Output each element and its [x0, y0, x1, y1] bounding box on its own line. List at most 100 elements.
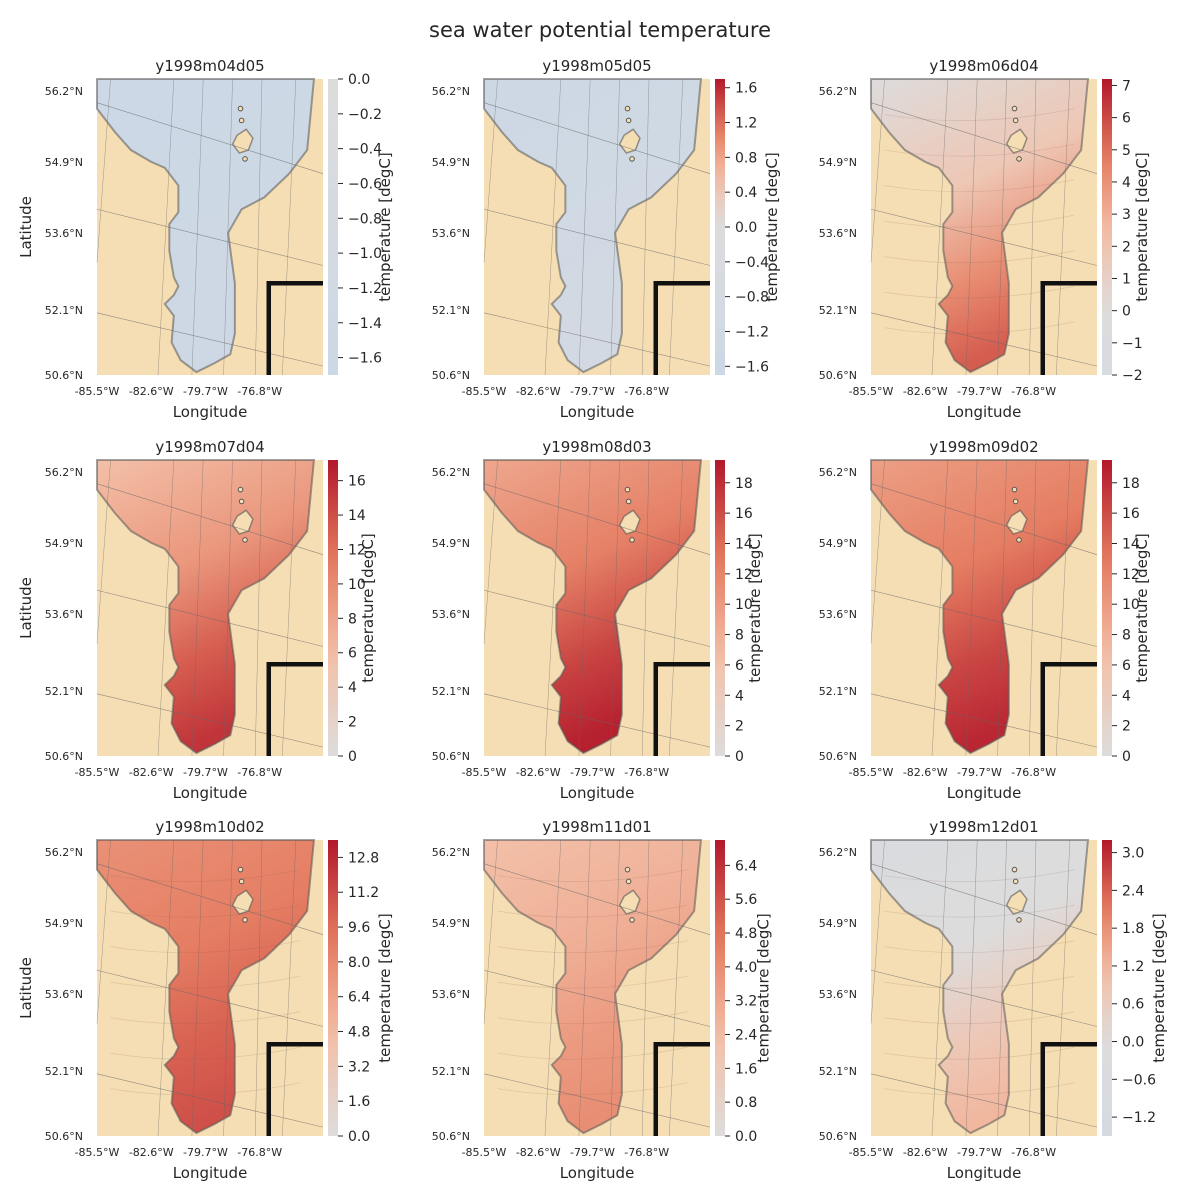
x-tick-label: -76.8°W [1011, 1146, 1056, 1159]
graticule-meridian [641, 459, 650, 757]
colorbar-tick-label: 16 [735, 506, 753, 522]
islet [625, 117, 632, 124]
colorbar-label: temperature [degC] [746, 533, 764, 683]
contour-line [497, 1011, 688, 1025]
y-tick-label: 50.6°N [819, 369, 857, 382]
x-tick-label: -79.7°W [570, 766, 615, 779]
graticule-meridian [965, 839, 978, 1137]
colorbar-tick-label: 14 [348, 508, 366, 524]
graticule-meridian [157, 839, 175, 1137]
colorbar-tick-label: 4 [1122, 688, 1131, 704]
graticule-meridian [544, 78, 562, 376]
panel-title: y1998m10d02 [155, 818, 264, 836]
graticule-parallel [483, 102, 711, 175]
water-temperature-field [483, 78, 703, 374]
colorbar-tick-label: 12 [735, 567, 753, 583]
contour-line [497, 1046, 688, 1060]
colorbar-tick-label: 0 [735, 749, 744, 765]
y-tick-label: 54.9°N [432, 917, 470, 930]
islet [237, 486, 244, 493]
graticule-meridian [1056, 459, 1071, 757]
x-axis-label: Longitude [173, 403, 248, 421]
colorbar-tick-label: 8.0 [348, 955, 370, 971]
graticule-parallel [483, 589, 711, 647]
y-tick-label: 53.6°N [819, 988, 857, 1001]
colorbar-tick-label: 2 [348, 715, 357, 731]
colorbar [715, 840, 725, 1136]
x-tick-label: -85.5°W [462, 385, 507, 398]
colorbar-tick-label: 0.0 [735, 1129, 757, 1145]
y-tick-label: 50.6°N [45, 1130, 83, 1143]
graticule-meridian [254, 78, 263, 376]
islet [629, 156, 635, 162]
y-tick-label: 52.1°N [45, 304, 83, 317]
graticule-meridian [870, 459, 885, 644]
graticule-meridian [483, 839, 498, 1024]
y-tick-label: 52.1°N [819, 304, 857, 317]
x-tick-label: -82.6°W [516, 766, 561, 779]
graticule-meridian [157, 78, 175, 376]
panel-2: y1998m05d05 56.2°N 54.9°N 53.6°N 52.1°N 50.6°… [432, 57, 781, 421]
contour-line [884, 321, 1075, 335]
panel-8: y1998m11d01 56.2°N 54.9°N 53.6°N 52.1°N 50.6°… [432, 818, 773, 1182]
region-box [653, 661, 710, 756]
islet [238, 117, 245, 124]
graticule-meridian [223, 459, 233, 757]
x-axis-label: Longitude [560, 1164, 635, 1182]
colorbar-tick-label: −1 [1122, 336, 1143, 352]
contour-line [884, 975, 1075, 989]
panel-4: y1998m07d04 56.2°N 54.9°N 53.6°N 52.1°N 50.6°… [17, 438, 377, 802]
region-box [1040, 661, 1097, 756]
graticule-parallel [96, 312, 324, 367]
graticule-meridian [191, 459, 204, 757]
colorbar-tick-label: 10 [1122, 597, 1140, 613]
panel-title: y1998m07d04 [155, 438, 264, 456]
colorbar-tick-label: 1.6 [348, 1094, 370, 1110]
y-tick-label: 54.9°N [432, 537, 470, 550]
graticule-meridian [578, 459, 591, 757]
colorbar-tick-label: −1.6 [735, 359, 769, 375]
graticule-meridian [610, 459, 620, 757]
y-axis-label: Latitude [17, 196, 35, 258]
y-tick-label: 50.6°N [819, 1130, 857, 1143]
panel-title: y1998m06d04 [929, 57, 1038, 75]
graticule-meridian [1028, 839, 1037, 1137]
graticule-meridian [282, 839, 297, 1137]
y-tick-label: 54.9°N [819, 156, 857, 169]
y-tick-label: 56.2°N [819, 85, 857, 98]
colorbar-tick-label: 6.4 [735, 858, 757, 874]
colorbar-tick-label: 18 [1122, 476, 1140, 492]
contour-line [110, 869, 301, 883]
colorbar-tick-label: −0.8 [735, 290, 769, 306]
colorbar-tick-label: 12 [1122, 567, 1140, 583]
graticule-meridian [870, 839, 885, 1024]
graticule-meridian [578, 839, 591, 1137]
figure-title: sea water potential temperature [429, 18, 771, 42]
graticule-parallel [870, 589, 1098, 647]
graticule-parallel [870, 1073, 1098, 1128]
y-tick-label: 53.6°N [819, 608, 857, 621]
islet [629, 917, 635, 923]
x-tick-label: -76.8°W [237, 766, 282, 779]
x-tick-label: -76.8°W [237, 385, 282, 398]
graticule-meridian [483, 459, 498, 644]
y-axis-label: Latitude [17, 957, 35, 1019]
graticule-meridian [282, 459, 297, 757]
y-tick-label: 50.6°N [45, 369, 83, 382]
water-temperature-field [870, 78, 1090, 374]
graticule-parallel [96, 969, 324, 1027]
x-tick-label: -76.8°W [624, 1146, 669, 1159]
x-axis-label: Longitude [947, 403, 1022, 421]
x-tick-label: -79.7°W [183, 766, 228, 779]
region-box [266, 1041, 323, 1136]
graticule-parallel [870, 693, 1098, 748]
graticule-meridian [483, 78, 498, 263]
colorbar [715, 79, 725, 375]
x-tick-label: -85.5°W [849, 766, 894, 779]
graticule-meridian [965, 78, 978, 376]
colorbar-tick-label: 18 [735, 476, 753, 492]
colorbar-tick-label: 0 [1122, 749, 1131, 765]
contour-line [110, 1082, 301, 1096]
colorbar-label: temperature [degC] [359, 533, 377, 683]
colorbar-tick-label: 5 [1122, 143, 1131, 159]
